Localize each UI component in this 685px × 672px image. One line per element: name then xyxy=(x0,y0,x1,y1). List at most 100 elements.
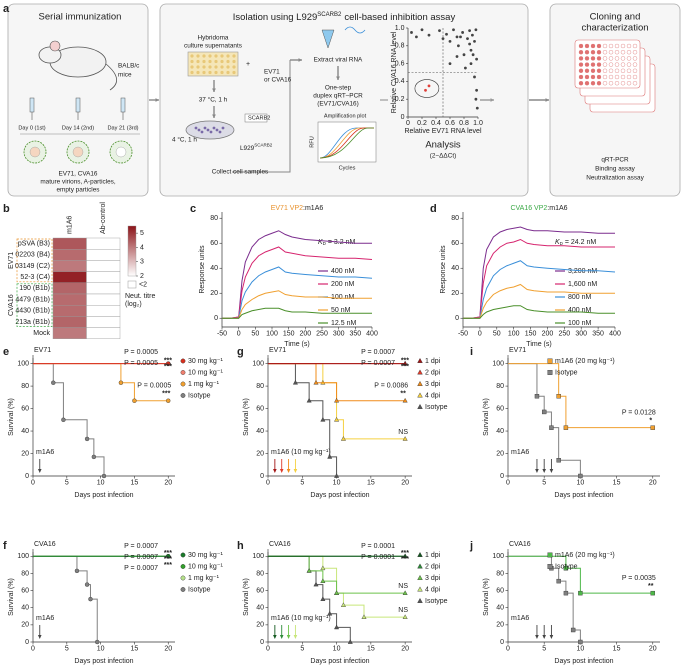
syringe xyxy=(29,97,35,113)
survival-step xyxy=(558,580,567,594)
marker xyxy=(417,403,423,409)
step-label: duplex qRT–PCR xyxy=(313,93,363,100)
dose-arrow-head xyxy=(286,469,291,473)
marker xyxy=(327,454,333,459)
series-line xyxy=(222,290,372,319)
y-tick-label: 60 xyxy=(256,405,264,412)
title-part: :m1A6 xyxy=(303,205,323,212)
survival-step xyxy=(508,363,560,397)
marker xyxy=(334,397,340,403)
survival-step xyxy=(336,419,344,439)
treatment-label: m1A6 (10 mg kg⁻¹) xyxy=(271,615,331,622)
title-part: CVA16 VP2 xyxy=(510,205,547,212)
survival-step xyxy=(316,382,338,401)
marker xyxy=(180,358,186,364)
well xyxy=(584,74,590,80)
well xyxy=(214,59,218,64)
survival-step xyxy=(508,555,552,569)
x-axis-label: Days post infection xyxy=(310,658,369,665)
step-label: L929SCARB2 xyxy=(240,143,273,152)
y-axis-label: Survival (%) xyxy=(483,578,490,616)
well xyxy=(620,68,626,74)
x-tick-label: 0 xyxy=(31,479,35,486)
cell xyxy=(203,126,207,130)
legend-label: 3,200 nM xyxy=(568,268,597,275)
x-tick-label: 200 xyxy=(542,330,554,337)
y-tick-label: 0 xyxy=(455,315,459,322)
x-tick-label: 0 xyxy=(506,645,510,652)
well xyxy=(220,54,224,58)
well xyxy=(608,43,614,49)
survival-step xyxy=(558,395,567,428)
row-label: 02203 (B4) xyxy=(15,252,50,259)
panel-label: h xyxy=(237,540,244,552)
y-tick-label: 60 xyxy=(496,405,504,412)
point xyxy=(474,28,478,32)
significance: *** xyxy=(401,363,409,370)
x-tick-label: 300 xyxy=(575,330,587,337)
cell-sup: SCARB2 xyxy=(254,143,273,148)
well xyxy=(596,80,602,86)
step-label: 4 °C, 1 h xyxy=(172,136,197,144)
well xyxy=(220,65,224,69)
y-tick-label: 20 xyxy=(21,450,29,457)
significance: *** xyxy=(401,550,409,557)
plate xyxy=(187,51,239,77)
day-label: Day 14 (2nd) xyxy=(62,125,94,131)
legend-label: 200 nM xyxy=(331,281,355,288)
significance: *** xyxy=(164,550,172,557)
legend-label: 1 dpi xyxy=(425,358,441,365)
plus-sign: + xyxy=(246,61,250,68)
legend-label: 4 dpi xyxy=(425,392,441,399)
well xyxy=(214,70,218,75)
legend-label: Isotype xyxy=(188,586,211,593)
well xyxy=(632,62,638,67)
marker xyxy=(402,436,408,441)
kd-part: K xyxy=(318,239,323,246)
marker xyxy=(74,568,80,574)
step-label: Extract viral RNA xyxy=(314,57,363,64)
survival-step xyxy=(336,626,351,642)
point xyxy=(461,31,464,34)
cell xyxy=(52,305,87,317)
legend-label: 2 dpi xyxy=(425,369,441,376)
syringe xyxy=(75,97,81,113)
marker xyxy=(570,627,576,633)
survival-step xyxy=(508,363,538,397)
point xyxy=(473,39,476,43)
marker xyxy=(547,370,553,375)
well xyxy=(608,62,614,67)
cell xyxy=(200,130,204,134)
well xyxy=(632,50,638,55)
group-bracket xyxy=(16,238,53,283)
y-tick-label: 100 xyxy=(17,360,29,367)
marker xyxy=(417,369,423,375)
amp-curve xyxy=(319,127,374,159)
kd-part: D xyxy=(560,241,564,246)
well xyxy=(620,62,626,67)
y-tick-label: 1.0 xyxy=(395,25,405,32)
marker xyxy=(180,587,186,592)
y-tick-label: 20 xyxy=(256,450,264,457)
well xyxy=(590,68,596,74)
marker xyxy=(180,552,186,558)
box-title: Serial immunization xyxy=(39,12,122,23)
cell xyxy=(86,305,121,317)
panel-a-texts: Serial immunization BALB/c mice Day 0 (1… xyxy=(18,12,648,194)
survival-step xyxy=(536,395,545,412)
step-label: One-step xyxy=(325,85,352,92)
survival-step xyxy=(309,570,317,585)
virion-core xyxy=(115,146,127,158)
marker xyxy=(340,436,346,441)
y-tick-label: 40 xyxy=(21,428,29,435)
cell xyxy=(86,248,121,261)
well xyxy=(596,50,602,55)
panel-label: g xyxy=(237,346,244,358)
x-tick-label: 50 xyxy=(251,330,259,337)
significance: *** xyxy=(401,357,409,364)
title-sup: SCARB2 xyxy=(317,12,342,18)
arrow-head xyxy=(212,88,216,92)
tube xyxy=(321,29,335,49)
panel-label: i xyxy=(470,346,473,358)
survival-step xyxy=(309,570,324,582)
